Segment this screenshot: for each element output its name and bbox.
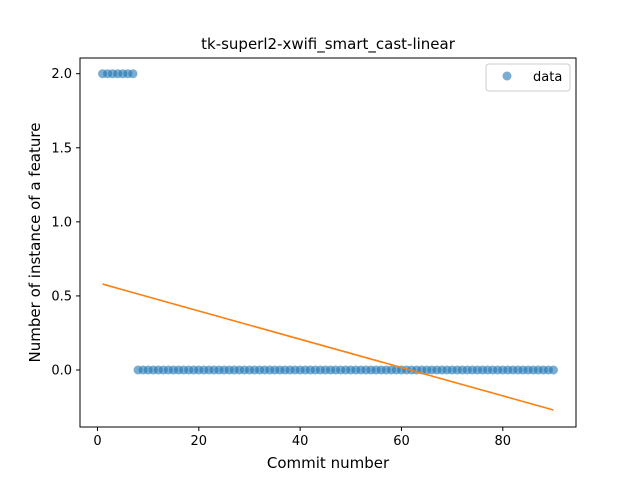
chart-title: tk-superl2-xwifi_smart_cast-linear — [201, 35, 456, 54]
plot-frame — [79, 57, 577, 428]
x-tick-label: 40 — [292, 434, 309, 449]
y-axis-label: Number of instance of a feature — [26, 123, 44, 363]
y-tick-label: 2.0 — [51, 67, 72, 82]
data-point — [548, 365, 558, 375]
y-tick-label: 0.5 — [51, 289, 72, 304]
x-axis-label: Commit number — [267, 454, 390, 472]
legend-marker-data — [502, 71, 512, 81]
x-tick-label: 80 — [495, 434, 512, 449]
series-layer — [98, 69, 558, 411]
x-axis: 0 20 40 60 80 — [93, 427, 511, 449]
x-tick-label: 0 — [93, 434, 101, 449]
legend-box — [485, 63, 571, 92]
legend: data — [485, 63, 571, 92]
data-point — [128, 69, 138, 79]
plot-area — [79, 57, 577, 428]
x-tick-label: 60 — [393, 434, 410, 449]
y-tick-label: 0.0 — [51, 364, 72, 379]
trend-line — [102, 283, 554, 411]
legend-label-data: data — [533, 70, 562, 85]
x-tick-label: 20 — [191, 434, 208, 449]
y-axis: 0.0 0.5 1.0 1.5 2.0 — [51, 67, 80, 379]
y-tick-label: 1.5 — [51, 141, 72, 156]
y-tick-label: 1.0 — [51, 215, 72, 230]
